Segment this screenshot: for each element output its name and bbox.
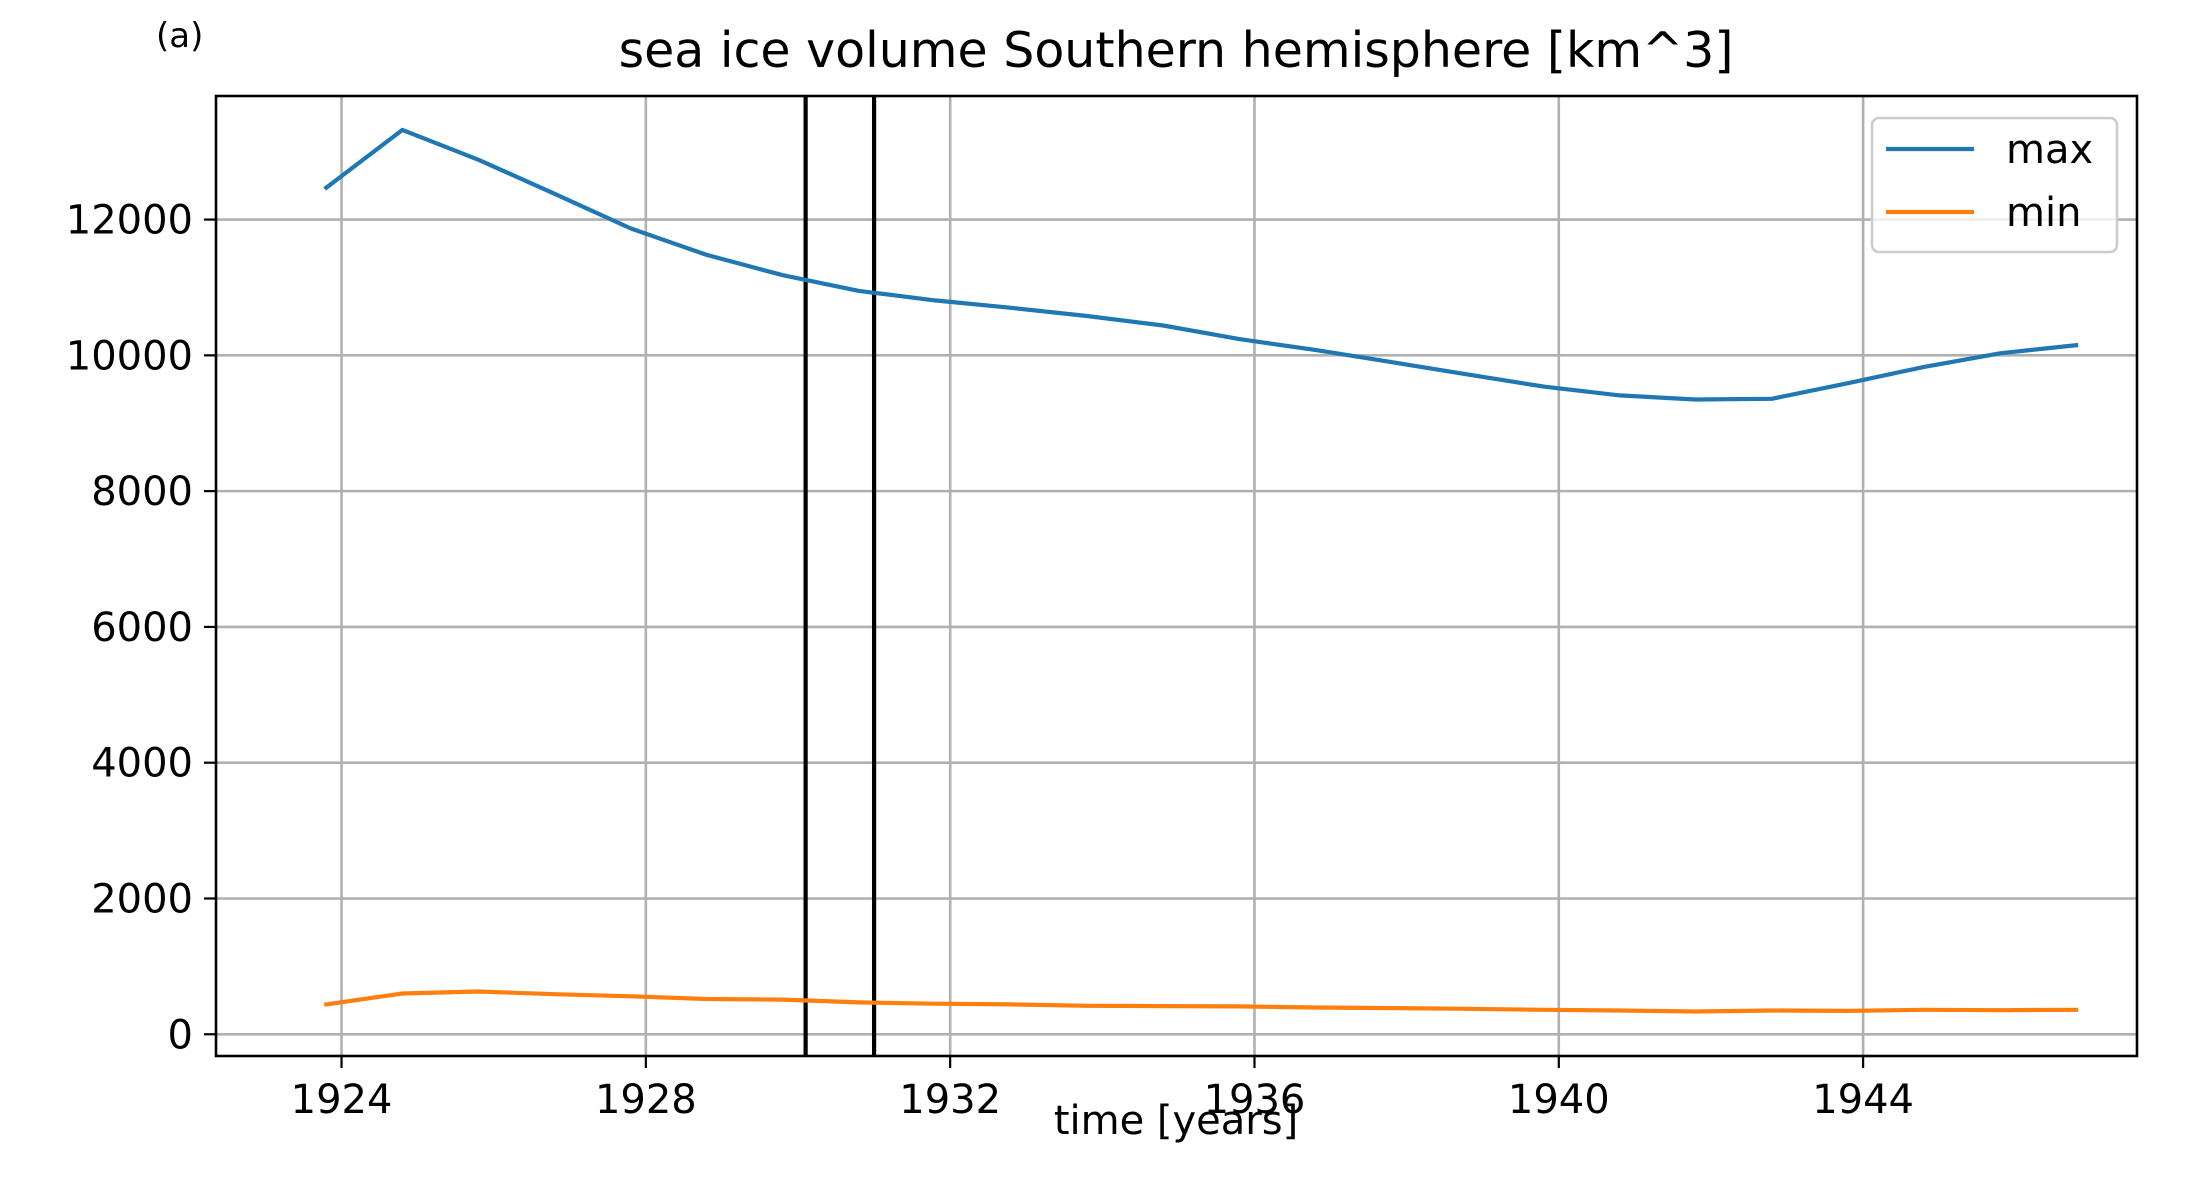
x-tick-label: 1940 [1508, 1077, 1610, 1123]
plot-area [214, 94, 2139, 1058]
x-tick-label: 1932 [899, 1077, 1001, 1123]
series-lines [323, 127, 2079, 1014]
legend-box [1870, 116, 2119, 254]
y-tick-label: 2000 [91, 876, 193, 922]
grid [216, 96, 2137, 1056]
x-axis-label: time [years] [1054, 1098, 1298, 1144]
legend-label-max: max [2006, 127, 2093, 173]
y-tick-label: 10000 [66, 333, 193, 379]
panel-label: (a) [156, 16, 203, 56]
x-tick-label: 1944 [1812, 1077, 1914, 1123]
y-tick-label: 6000 [91, 605, 193, 651]
series-line-max [323, 127, 2079, 402]
x-tick-label: 1936 [1204, 1077, 1306, 1123]
x-tick-label: 1928 [595, 1077, 697, 1123]
y-tick-label: 0 [168, 1012, 193, 1058]
legend: max min [1870, 116, 2119, 254]
chart-title: sea ice volume Southern hemisphere [km^3… [619, 22, 1734, 79]
x-tick-label: 1924 [291, 1077, 393, 1123]
y-tick-label: 12000 [66, 198, 193, 244]
axis-ticks: 1924 1928 1932 1936 1940 1944 0 2000 4000 6000 800… [66, 198, 1914, 1123]
y-tick-label: 8000 [91, 469, 193, 515]
legend-label-min: min [2006, 190, 2081, 236]
y-tick-label: 4000 [91, 741, 193, 787]
vertical-markers [803, 96, 877, 1056]
series-line-min [323, 989, 2079, 1014]
